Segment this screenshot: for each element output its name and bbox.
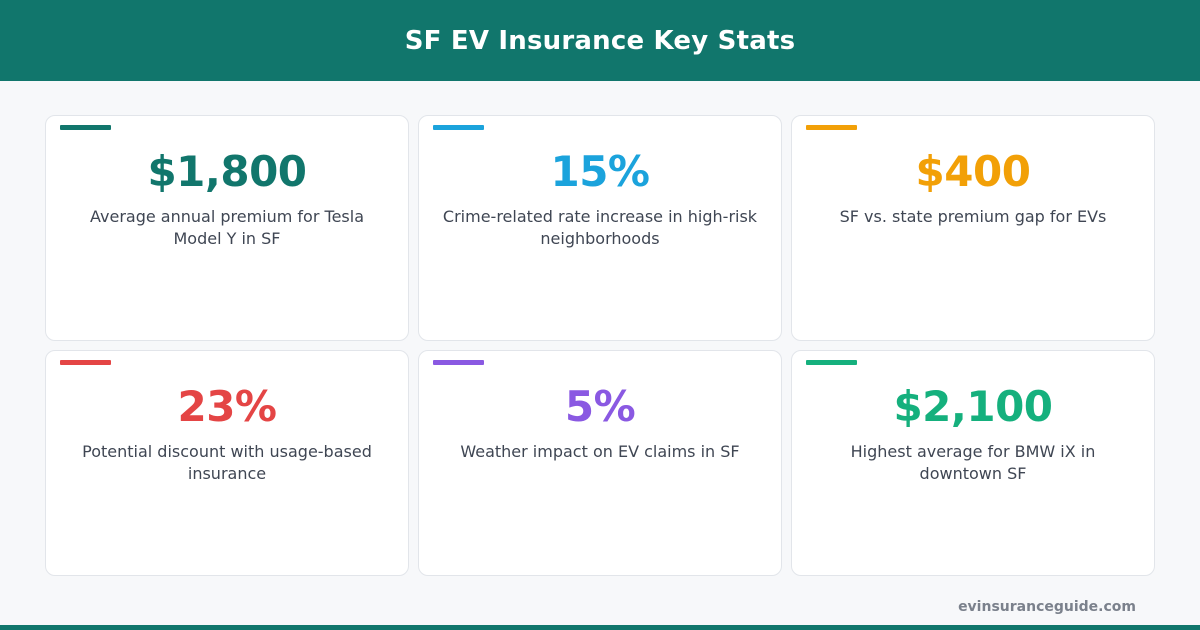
stat-value: 23%	[177, 382, 277, 431]
card-accent-bar	[433, 125, 484, 130]
stat-card-crime-rate: 15% Crime-related rate increase in high-…	[418, 115, 782, 341]
stat-value: 5%	[564, 382, 636, 431]
stat-label: Crime-related rate increase in high-risk…	[442, 207, 758, 248]
stat-value: $2,100	[893, 382, 1053, 431]
stat-value: $1,800	[147, 147, 307, 196]
footer-bar	[0, 625, 1200, 630]
stat-label: Highest average for BMW iX in downtown S…	[850, 442, 1096, 483]
stat-label: Weather impact on EV claims in SF	[460, 442, 740, 461]
card-accent-bar	[60, 125, 111, 130]
header-banner: SF EV Insurance Key Stats	[0, 0, 1200, 81]
card-accent-bar	[433, 360, 484, 365]
card-accent-bar	[806, 360, 857, 365]
stats-grid: $1,800 Average annual premium for Tesla …	[45, 115, 1155, 576]
stat-card-weather-impact: 5% Weather impact on EV claims in SF	[418, 350, 782, 576]
stat-label: Average annual premium for Tesla Model Y…	[90, 207, 364, 248]
card-accent-bar	[806, 125, 857, 130]
stat-card-bmw-premium: $2,100 Highest average for BMW iX in dow…	[791, 350, 1155, 576]
card-accent-bar	[60, 360, 111, 365]
stat-card-tesla-premium: $1,800 Average annual premium for Tesla …	[45, 115, 409, 341]
site-url: evinsuranceguide.com	[958, 599, 1136, 615]
stat-value: $400	[915, 147, 1031, 196]
stat-value: 15%	[550, 147, 650, 196]
stat-card-premium-gap: $400 SF vs. state premium gap for EVs	[791, 115, 1155, 341]
stat-label: Potential discount with usage-based insu…	[82, 442, 372, 483]
stat-label: SF vs. state premium gap for EVs	[839, 207, 1107, 226]
page-title: SF EV Insurance Key Stats	[404, 25, 796, 56]
stat-card-usage-discount: 23% Potential discount with usage-based …	[45, 350, 409, 576]
